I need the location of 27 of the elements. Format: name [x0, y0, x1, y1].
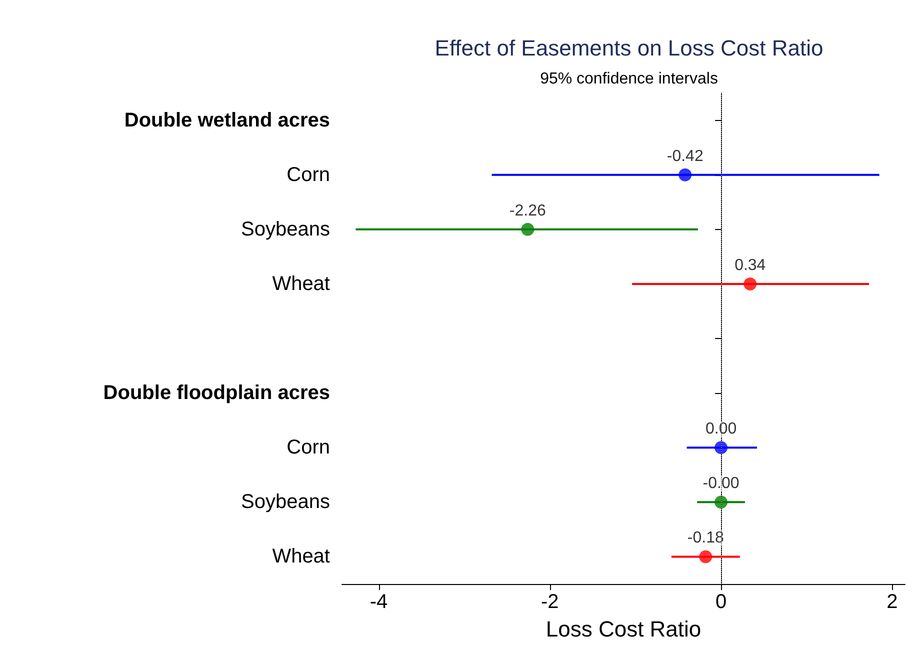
chart-subtitle: 95% confidence intervals — [540, 70, 718, 88]
y-tick-label: Double wetland acres — [124, 109, 330, 132]
y-tick-label: Soybeans — [241, 218, 330, 240]
y-tick-label: Corn — [286, 164, 330, 186]
y-tick-label: Wheat — [272, 546, 330, 568]
data-label: -0.42 — [666, 148, 704, 165]
x-tick-label: 2 — [886, 591, 898, 613]
point — [678, 168, 692, 182]
y-tick-label: Corn — [286, 436, 330, 459]
data-label: 0.34 — [734, 256, 766, 274]
x-tick-label: -2 — [541, 591, 559, 613]
point — [714, 441, 728, 454]
x-axis-title: Loss Cost Ratio — [546, 616, 702, 642]
y-tick-label: Double floodplain acres — [103, 382, 330, 404]
point — [521, 222, 534, 236]
point — [744, 277, 757, 290]
x-tick-label: 0 — [715, 591, 727, 613]
data-label: -0.00 — [702, 475, 740, 492]
chart-title: Effect of Easements on Loss Cost Ratio — [434, 36, 824, 60]
x-tick-label: -4 — [370, 591, 388, 613]
y-tick-label: Soybeans — [241, 491, 330, 514]
data-label: -0.18 — [687, 530, 724, 547]
data-label: 0.00 — [705, 420, 737, 438]
data-label: -2.26 — [509, 202, 546, 220]
point — [699, 550, 712, 564]
point — [714, 496, 728, 509]
y-tick-label: Wheat — [272, 272, 330, 295]
